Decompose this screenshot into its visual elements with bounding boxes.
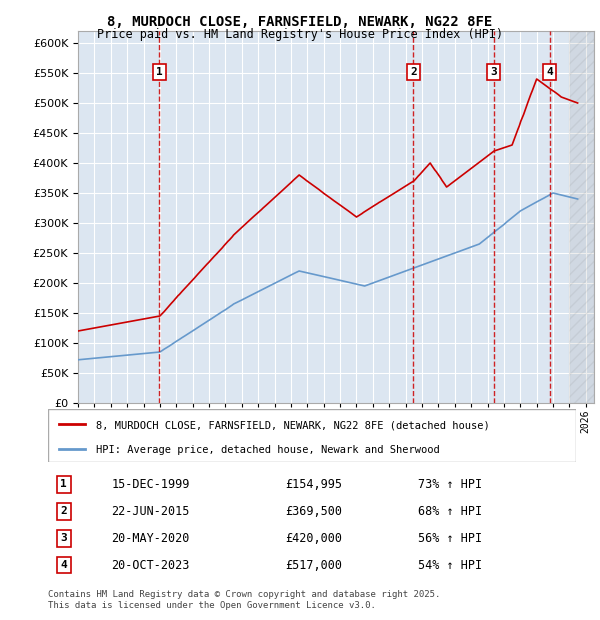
Text: £420,000: £420,000 bbox=[286, 532, 343, 545]
Text: 68% ↑ HPI: 68% ↑ HPI bbox=[418, 505, 482, 518]
Text: 4: 4 bbox=[547, 67, 553, 77]
FancyBboxPatch shape bbox=[48, 409, 576, 462]
Text: Price paid vs. HM Land Registry's House Price Index (HPI): Price paid vs. HM Land Registry's House … bbox=[97, 28, 503, 41]
Text: 2: 2 bbox=[410, 67, 416, 77]
Text: 20-OCT-2023: 20-OCT-2023 bbox=[112, 559, 190, 572]
Text: 15-DEC-1999: 15-DEC-1999 bbox=[112, 478, 190, 491]
Text: 8, MURDOCH CLOSE, FARNSFIELD, NEWARK, NG22 8FE (detached house): 8, MURDOCH CLOSE, FARNSFIELD, NEWARK, NG… bbox=[95, 420, 489, 430]
Bar bbox=[569, 31, 594, 403]
Text: 20-MAY-2020: 20-MAY-2020 bbox=[112, 532, 190, 545]
Text: 8, MURDOCH CLOSE, FARNSFIELD, NEWARK, NG22 8FE: 8, MURDOCH CLOSE, FARNSFIELD, NEWARK, NG… bbox=[107, 16, 493, 30]
Text: HPI: Average price, detached house, Newark and Sherwood: HPI: Average price, detached house, Newa… bbox=[95, 445, 439, 455]
Text: Contains HM Land Registry data © Crown copyright and database right 2025.
This d: Contains HM Land Registry data © Crown c… bbox=[48, 590, 440, 609]
Text: 54% ↑ HPI: 54% ↑ HPI bbox=[418, 559, 482, 572]
Text: 22-JUN-2015: 22-JUN-2015 bbox=[112, 505, 190, 518]
Text: 4: 4 bbox=[61, 560, 67, 570]
Text: £517,000: £517,000 bbox=[286, 559, 343, 572]
Text: 1: 1 bbox=[156, 67, 163, 77]
Text: 3: 3 bbox=[490, 67, 497, 77]
Text: 1: 1 bbox=[61, 479, 67, 489]
Text: 3: 3 bbox=[61, 533, 67, 543]
Text: 2: 2 bbox=[61, 507, 67, 516]
Text: 56% ↑ HPI: 56% ↑ HPI bbox=[418, 532, 482, 545]
Text: £154,995: £154,995 bbox=[286, 478, 343, 491]
Text: 73% ↑ HPI: 73% ↑ HPI bbox=[418, 478, 482, 491]
Text: £369,500: £369,500 bbox=[286, 505, 343, 518]
